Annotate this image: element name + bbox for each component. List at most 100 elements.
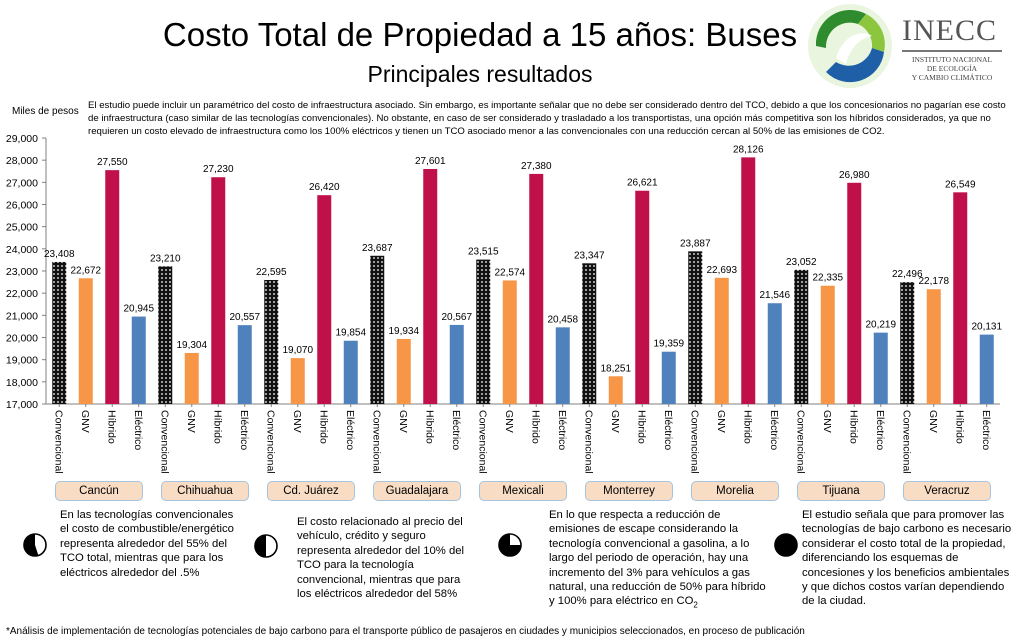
- y-axis-label: Miles de pesos: [12, 106, 79, 117]
- data-label: 18,251: [600, 363, 631, 374]
- bar-híbrido: [105, 170, 120, 404]
- bar-convencional: [900, 282, 915, 404]
- pie-100-icon: [774, 533, 798, 557]
- x-tick-label: Híbrido: [317, 410, 329, 444]
- x-tick-label: Eléctrico: [768, 410, 780, 450]
- data-label: 22,574: [494, 267, 525, 278]
- bar-convencional: [158, 266, 173, 404]
- page-title: Costo Total de Propiedad a 15 años: Buse…: [162, 16, 798, 53]
- bar-híbrido: [635, 190, 650, 404]
- chart-note: El estudio puede incluir un paramétrico …: [88, 100, 1006, 137]
- y-tick-label: 17,000: [6, 399, 38, 411]
- x-tick-label: Eléctrico: [556, 410, 568, 450]
- city-label: Monterrey: [585, 481, 673, 501]
- data-label: 22,672: [70, 265, 101, 276]
- pie-55-icon: [23, 533, 47, 557]
- bar-híbrido: [529, 173, 544, 404]
- x-tick-label: Híbrido: [211, 410, 223, 444]
- bar-eléctrico: [873, 332, 888, 404]
- city-label: Cancún: [55, 481, 143, 501]
- city-label: Chihuahua: [161, 481, 249, 501]
- co2-subscript: 2: [693, 600, 698, 610]
- x-tick-label: Convencional: [582, 410, 594, 474]
- ecology-logo-icon: [808, 4, 892, 88]
- bar-convencional: [794, 269, 809, 404]
- pie-fill: [775, 534, 797, 556]
- bar-convencional: [370, 255, 385, 404]
- y-tick-label: 26,000: [6, 200, 38, 212]
- data-label: 23,687: [362, 243, 393, 254]
- data-label: 20,557: [229, 312, 260, 323]
- bar-chart: 17,000 18,000 19,000 20,000 21,000 22,000 23,0…: [6, 133, 1003, 474]
- x-tick-label: Convencional: [688, 410, 700, 474]
- y-tick-label: 25,000: [6, 222, 38, 234]
- x-tick-label: Eléctrico: [450, 410, 462, 450]
- bar-gnv: [820, 285, 835, 404]
- data-label: 27,230: [203, 164, 234, 175]
- bar-eléctrico: [449, 324, 464, 404]
- x-tick-label: Híbrido: [847, 410, 859, 444]
- data-label: 22,595: [256, 267, 287, 278]
- data-label: 20,567: [441, 312, 472, 323]
- x-tick-label: Eléctrico: [874, 410, 886, 450]
- data-label: 26,549: [945, 179, 976, 190]
- data-label: 23,052: [786, 257, 817, 268]
- x-tick-label: Híbrido: [635, 410, 647, 444]
- bar-híbrido: [847, 182, 862, 404]
- bar-convencional: [476, 259, 491, 404]
- data-label: 20,945: [123, 304, 154, 315]
- data-label: 21,546: [759, 290, 790, 301]
- x-tick-label: Convencional: [158, 410, 170, 474]
- x-tick-label: GNV: [715, 410, 727, 433]
- data-label: 26,621: [627, 178, 658, 189]
- y-tick-label: 22,000: [6, 288, 38, 300]
- x-tick-label: Híbrido: [105, 410, 117, 444]
- pie-fill: [255, 535, 266, 557]
- x-tick-label: Híbrido: [423, 410, 435, 444]
- data-label: 19,070: [282, 345, 313, 356]
- data-label: 28,126: [733, 144, 764, 155]
- x-tick-label: GNV: [821, 410, 833, 433]
- data-label: 20,131: [971, 322, 1002, 333]
- data-label: 22,496: [892, 269, 923, 280]
- data-label: 19,854: [335, 328, 366, 339]
- bar-híbrido: [317, 195, 332, 404]
- city-label: Cd. Juárez: [267, 481, 355, 501]
- inecc-line1: INSTITUTO NACIONAL: [911, 55, 993, 64]
- bar-convencional: [688, 251, 703, 404]
- bar-gnv: [714, 277, 729, 404]
- bar-convencional: [264, 279, 279, 404]
- y-tick-label: 18,000: [6, 377, 38, 389]
- x-tick-label: Convencional: [900, 410, 912, 474]
- data-label: 19,304: [176, 340, 207, 351]
- data-label: 27,380: [521, 161, 552, 172]
- x-tick-label: Convencional: [264, 410, 276, 474]
- data-label: 19,359: [653, 339, 684, 350]
- bar-convencional: [52, 261, 67, 404]
- data-label: 20,219: [865, 320, 896, 331]
- bar-gnv: [396, 338, 411, 404]
- data-label: 23,408: [44, 249, 75, 260]
- finding-emissions: En lo que respecta a reducción de emisio…: [549, 508, 769, 613]
- bar-gnv: [926, 289, 941, 404]
- y-tick-label: 23,000: [6, 266, 38, 278]
- inecc-line2: DE ECOLOGÍA: [926, 64, 978, 73]
- city-label: Tijuana: [797, 481, 885, 501]
- finding-fuel-cost: En las tecnologías convencionales el cos…: [60, 509, 234, 579]
- city-label: Guadalajara: [373, 481, 461, 501]
- finding-recommendation: El estudio señala que para promover las …: [802, 509, 1012, 608]
- bar-eléctrico: [237, 325, 252, 404]
- data-label: 22,178: [918, 276, 949, 287]
- data-label: 19,934: [388, 326, 419, 337]
- inecc-logo: INECC INSTITUTO NACIONAL DE ECOLOGÍA Y C…: [902, 14, 1012, 82]
- pie-75-icon: [498, 533, 522, 557]
- bar-gnv: [290, 358, 305, 404]
- data-label: 22,693: [706, 265, 737, 276]
- logo-divider: [902, 50, 1002, 52]
- data-label: 20,458: [547, 314, 578, 325]
- inecc-acronym: INECC: [902, 14, 997, 47]
- x-tick-label: GNV: [503, 410, 515, 433]
- x-tick-label: Eléctrico: [238, 410, 250, 450]
- x-tick-label: Convencional: [370, 410, 382, 474]
- x-tick-label: GNV: [927, 410, 939, 433]
